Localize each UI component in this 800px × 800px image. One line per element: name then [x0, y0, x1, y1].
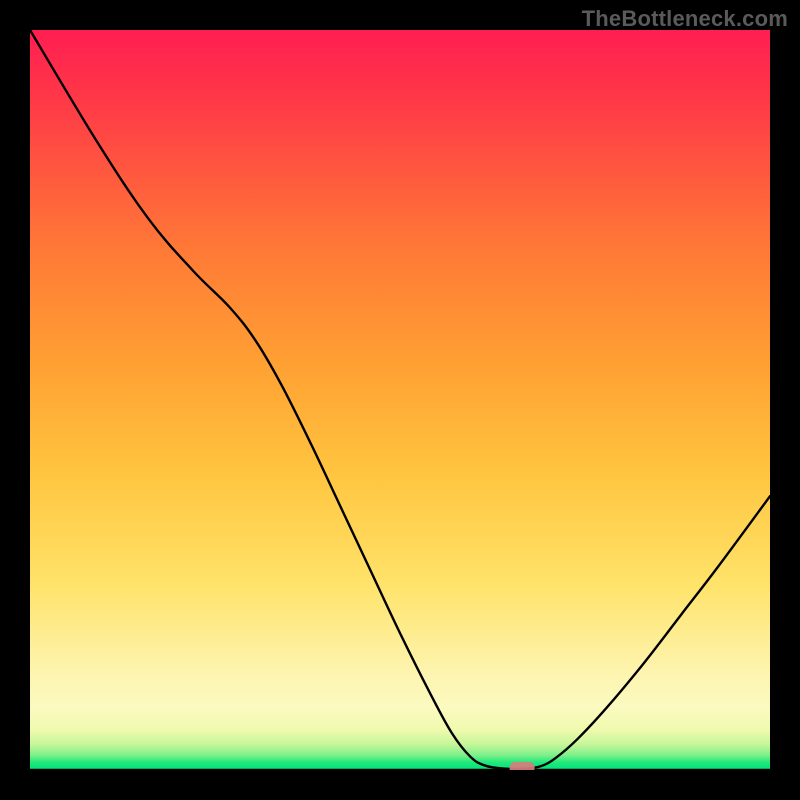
source-watermark: TheBottleneck.com: [582, 6, 788, 32]
optimal-marker: [510, 762, 535, 770]
chart-outer-frame: TheBottleneck.com: [0, 0, 800, 800]
bottleneck-curve-chart: [30, 30, 770, 770]
plot-area: [30, 30, 770, 770]
heatmap-background: [30, 30, 770, 770]
